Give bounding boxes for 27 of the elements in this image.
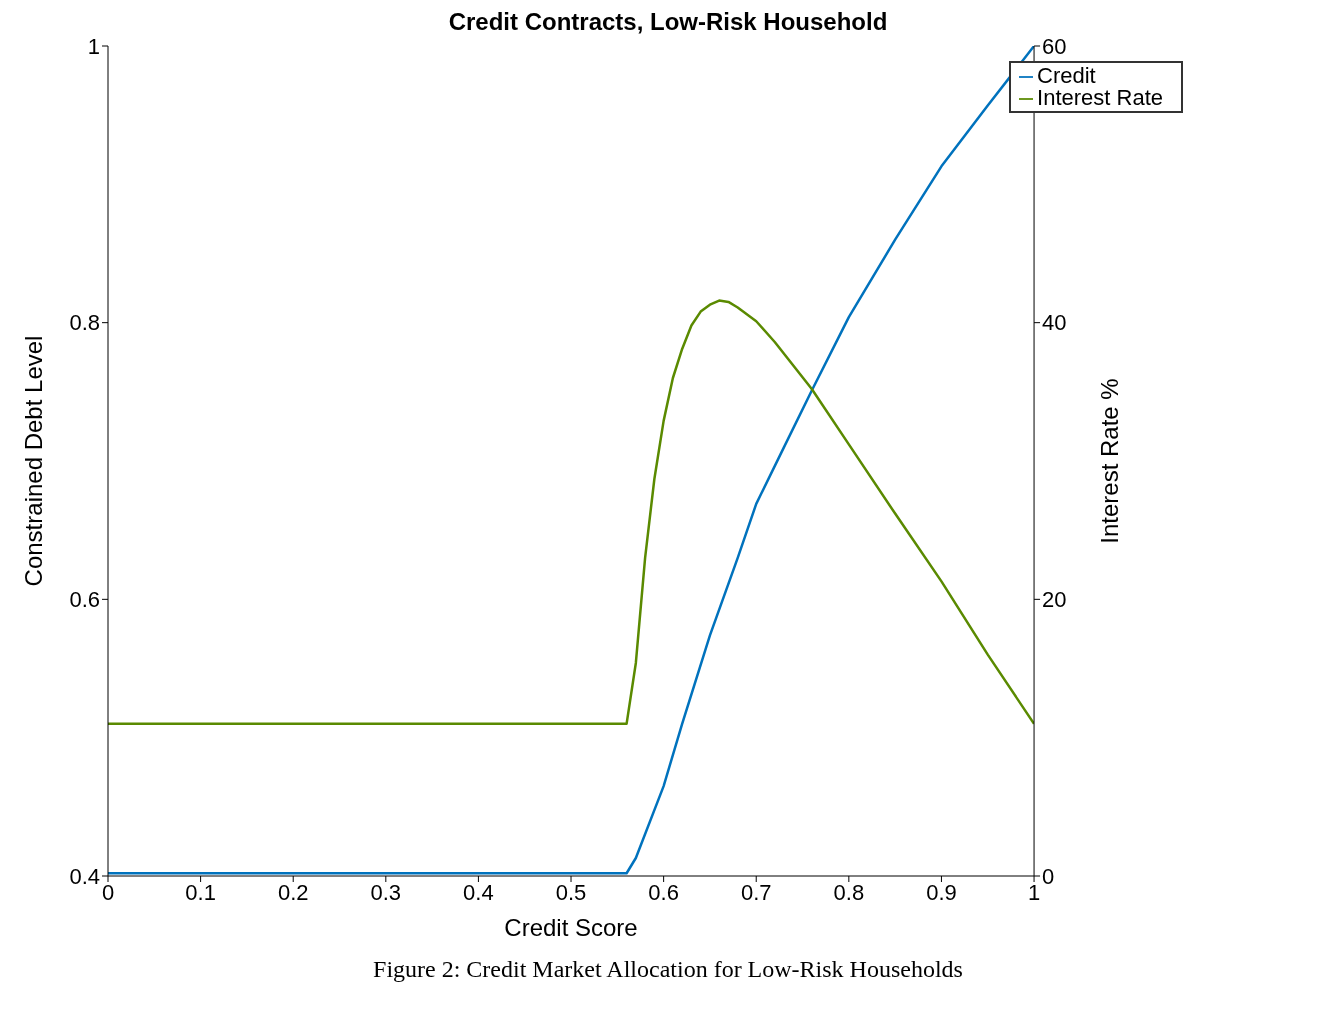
y2-tick-label: 40 [1042,310,1067,336]
x-tick-label: 0.5 [555,879,587,905]
x-tick-label: 0.1 [185,879,216,905]
x-tick-label: 0.6 [648,879,679,905]
x-tick-label: 0.9 [926,879,957,905]
x-tick-label: 0.4 [463,879,494,905]
chart-title: Credit Contracts, Low-Risk Household [448,8,888,35]
y2-tick-label: 60 [1042,33,1067,59]
y2-tick-label: 20 [1042,587,1067,613]
y-tick-label: 0.6 [69,587,100,613]
x-tick-label: 0.7 [740,879,772,905]
y-tick-label: 0.8 [69,310,100,336]
text: Interest Rate [1037,85,1163,110]
x-tick-label: 0.3 [370,879,402,905]
series-label: Credit [1037,63,1096,88]
y2-axis-title: Interest Rate % [1095,378,1123,544]
x-tick-label: 0.8 [833,879,865,905]
x-axis-title: Credit Score [504,914,638,941]
y-axis-title: Constrained Debt Level [19,335,47,587]
x-tick-label: 1 [1027,879,1041,905]
line-series [108,299,1035,726]
y-tick-label: 1 [87,33,100,59]
y-tick-label: 0.4 [69,863,100,889]
x-tick-label: 0 [101,879,115,905]
y2-tick-label: 0 [1042,863,1055,889]
caption: Figure 2: Credit Market Allocation for Low-Risk Households [372,956,964,983]
x-tick-label: 0.2 [277,879,309,905]
